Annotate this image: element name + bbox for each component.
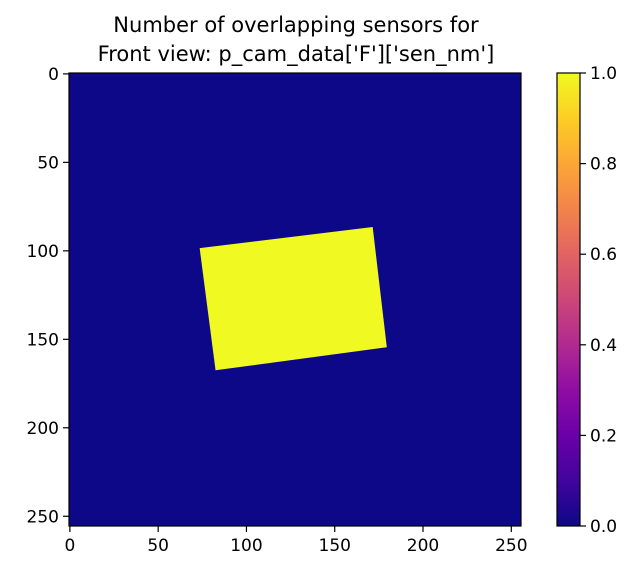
colorbar-tick-label: 0.2 (590, 426, 617, 446)
y-tick-label: 50 (37, 153, 59, 173)
colorbar-gradient (556, 72, 581, 527)
colorbar-tick-label: 1.0 (590, 64, 617, 84)
x-tick-label: 250 (495, 536, 527, 556)
y-axis: 0 50 100 150 200 250 (27, 65, 69, 527)
chart-title-line-1: Number of overlapping sensors for (113, 13, 479, 37)
chart-title-line-2: Front view: p_cam_data['F']['sen_nm'] (98, 42, 495, 67)
colorbar-tick-label: 0.6 (590, 245, 617, 265)
colorbar-axis: 0.0 0.2 0.4 0.6 0.8 1.0 (580, 64, 617, 537)
y-tick-label: 250 (27, 507, 59, 527)
colorbar-tick-label: 0.8 (590, 155, 617, 175)
y-tick-label: 100 (27, 242, 59, 262)
x-tick-label: 150 (319, 536, 351, 556)
colorbar: 0.0 0.2 0.4 0.6 0.8 1.0 (556, 64, 617, 537)
colorbar-tick-label: 0.0 (590, 517, 617, 537)
x-tick-label: 0 (64, 536, 75, 556)
y-tick-label: 150 (27, 330, 59, 350)
y-tick-label: 200 (27, 419, 59, 439)
y-tick-label: 0 (48, 65, 59, 85)
x-tick-label: 50 (147, 536, 169, 556)
overlap-region (199, 226, 387, 371)
x-axis: 0 50 100 150 200 250 (64, 526, 528, 556)
plot-frame (68, 72, 522, 527)
x-tick-label: 200 (407, 536, 439, 556)
heatmap-plot (68, 72, 522, 527)
x-tick-label: 100 (230, 536, 262, 556)
colorbar-tick-label: 0.4 (590, 336, 617, 356)
